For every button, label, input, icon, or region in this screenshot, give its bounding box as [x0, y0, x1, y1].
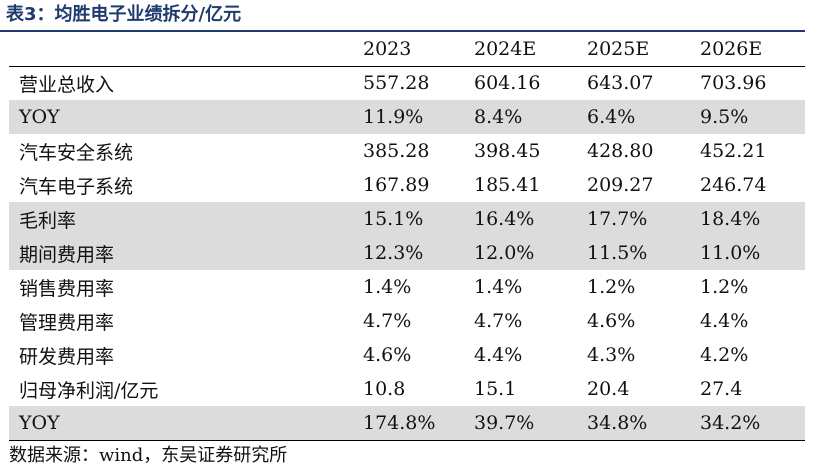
cell-value: 9.5%: [686, 100, 805, 134]
cell-value: 11.0%: [686, 236, 805, 270]
row-label: 期间费用率: [9, 236, 349, 270]
row-label: 管理费用率: [19, 311, 115, 334]
row-label: 销售费用率: [19, 277, 115, 300]
table-title: 表3：均胜电子业绩拆分/亿元: [6, 4, 242, 25]
cell-value: 12.0%: [460, 236, 573, 270]
cell-value: 4.6%: [363, 344, 412, 366]
cell-value: 452.21: [700, 140, 767, 162]
title-rule: [0, 30, 805, 32]
cell-value: 167.89: [363, 174, 430, 196]
cell-value: 643.07: [587, 72, 654, 95]
cell-value: 1.2%: [700, 276, 749, 298]
cell-value: 209.27: [587, 174, 654, 196]
cell-value: 16.4%: [460, 202, 573, 236]
row-label: 营业总收入: [19, 73, 115, 96]
table-row: 销售费用率 1.4% 1.4% 1.2% 1.2%: [9, 270, 805, 304]
row-label: 研发费用率: [19, 345, 115, 368]
cell-value: 12.3%: [349, 236, 460, 270]
cell-value: 6.4%: [573, 100, 686, 134]
table-row: 汽车电子系统 167.89 185.41 209.27 246.74: [9, 168, 805, 202]
cell-value: 18.4%: [686, 202, 805, 236]
column-header-label: [9, 32, 349, 67]
cell-value: 27.4: [700, 378, 743, 400]
cell-value: 4.7%: [474, 310, 523, 332]
cell-value: 703.96: [700, 72, 767, 95]
cell-value: 604.16: [474, 72, 541, 95]
column-header-2023: 2023: [349, 32, 460, 67]
table-row: 营业总收入 557.28 604.16 643.07 703.96: [9, 66, 805, 100]
cell-value: 1.4%: [363, 276, 412, 298]
column-header-2026e: 2026E: [686, 32, 805, 67]
row-label: YOY: [9, 100, 349, 134]
cell-value: 10.8: [363, 378, 406, 400]
cell-value: 557.28: [363, 72, 430, 95]
forecast-table: 2023 2024E 2025E 2026E 营业总收入 557.28 604.16…: [9, 32, 805, 441]
cell-value: 11.5%: [573, 236, 686, 270]
row-label: 汽车安全系统: [19, 141, 134, 164]
row-label: 归母净利润/亿元: [19, 379, 159, 402]
cell-value: 15.1: [474, 378, 517, 400]
cell-value: 15.1%: [349, 202, 460, 236]
column-header-2024e: 2024E: [460, 32, 573, 67]
cell-value: 174.8%: [349, 406, 460, 441]
cell-value: 1.2%: [587, 276, 636, 298]
header-row: 2023 2024E 2025E 2026E: [9, 32, 805, 67]
cell-value: 1.4%: [474, 276, 523, 298]
row-label: 汽车电子系统: [19, 175, 134, 198]
cell-value: 398.45: [474, 140, 541, 162]
cell-value: 185.41: [474, 174, 541, 196]
column-header-2025e: 2025E: [573, 32, 686, 67]
cell-value: 11.9%: [349, 100, 460, 134]
cell-value: 20.4: [587, 378, 630, 400]
cell-value: 8.4%: [460, 100, 573, 134]
source-note: 数据来源：wind，东吴证券研究所: [9, 445, 288, 466]
row-label: 毛利率: [9, 202, 349, 236]
cell-value: 17.7%: [573, 202, 686, 236]
cell-value: 4.3%: [587, 344, 636, 366]
table-row: YOY 11.9% 8.4% 6.4% 9.5%: [9, 100, 805, 134]
cell-value: 4.4%: [700, 310, 749, 332]
row-label: YOY: [9, 406, 349, 441]
cell-value: 4.7%: [363, 310, 412, 332]
table-row: 期间费用率 12.3% 12.0% 11.5% 11.0%: [9, 236, 805, 270]
table-body: 营业总收入 557.28 604.16 643.07 703.96 YOY 11.9% 8.4…: [9, 66, 805, 441]
table-row: 管理费用率 4.7% 4.7% 4.6% 4.4%: [9, 304, 805, 338]
table-row: 汽车安全系统 385.28 398.45 428.80 452.21: [9, 134, 805, 168]
table-row: 归母净利润/亿元 10.8 15.1 20.4 27.4: [9, 372, 805, 406]
cell-value: 34.8%: [573, 406, 686, 441]
cell-value: 4.2%: [700, 344, 749, 366]
cell-value: 4.6%: [587, 310, 636, 332]
cell-value: 34.2%: [686, 406, 805, 441]
cell-value: 4.4%: [474, 344, 523, 366]
cell-value: 428.80: [587, 140, 654, 162]
table-row: 研发费用率 4.6% 4.4% 4.3% 4.2%: [9, 338, 805, 372]
cell-value: 246.74: [700, 174, 767, 196]
table-row: YOY 174.8% 39.7% 34.8% 34.2%: [9, 406, 805, 441]
table-row: 毛利率 15.1% 16.4% 17.7% 18.4%: [9, 202, 805, 236]
cell-value: 39.7%: [460, 406, 573, 441]
cell-value: 385.28: [363, 140, 430, 162]
